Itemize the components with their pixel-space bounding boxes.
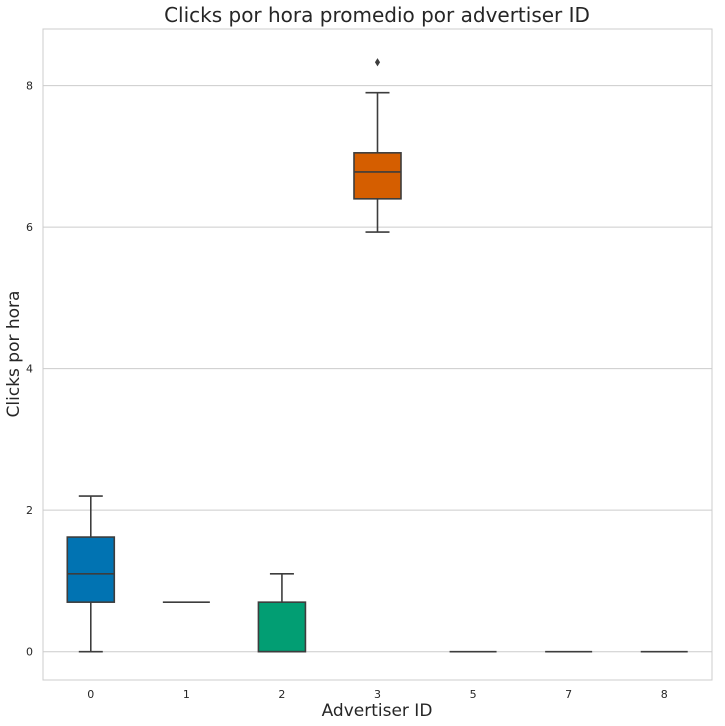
y-tick-label-6: 6: [26, 221, 33, 234]
x-tick-label-5: 5: [470, 688, 477, 701]
x-tick-label-0: 0: [87, 688, 94, 701]
boxes-layer: [66, 58, 688, 653]
y-tick-label-0: 0: [26, 646, 33, 659]
x-tick-labels: 0 1 2 3 5 7 8: [87, 688, 667, 701]
x-axis-label: Advertiser ID: [322, 701, 433, 721]
box-body: [66, 536, 116, 603]
chart-title: Clicks por hora promedio por advertiser …: [164, 3, 590, 27]
y-axis-label: Clicks por hora: [4, 291, 24, 418]
y-tick-label-4: 4: [26, 363, 33, 376]
x-tick-label-1: 1: [183, 688, 190, 701]
plot-frame: [42, 28, 713, 681]
x-tick-label-8: 8: [661, 688, 668, 701]
x-tick-label-7: 7: [565, 688, 572, 701]
box-2: [257, 573, 307, 653]
box-0: [66, 495, 116, 653]
y-tick-labels: 0 2 4 6 8: [26, 80, 33, 659]
y-tick-label-8: 8: [26, 80, 33, 93]
x-tick-label-2: 2: [278, 688, 285, 701]
box-3: [353, 58, 402, 233]
x-tick-label-3: 3: [374, 688, 381, 701]
box-body: [353, 152, 402, 200]
box-body: [257, 601, 307, 653]
y-tick-label-2: 2: [26, 504, 33, 517]
grid-layer: [43, 85, 712, 653]
outlier-point-0: [374, 58, 381, 67]
